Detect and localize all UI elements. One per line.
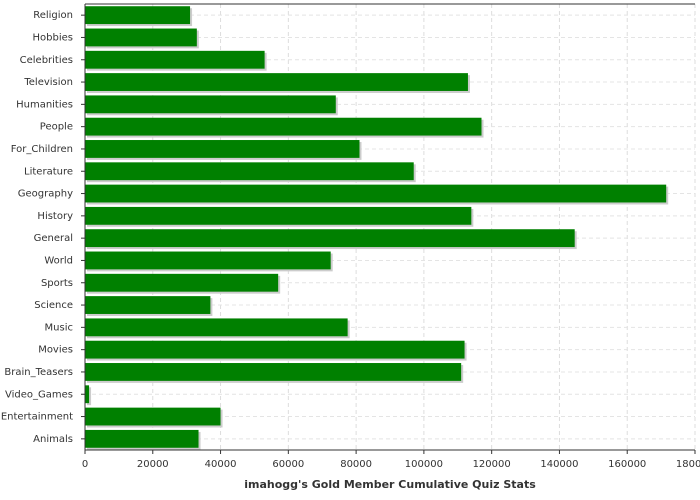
bar	[85, 363, 462, 381]
bar	[85, 117, 482, 136]
x-tick-label: 40000	[205, 459, 237, 470]
y-tick-label: Animals	[33, 434, 73, 445]
x-tick-label: 0	[82, 459, 88, 470]
bar	[85, 50, 265, 69]
chart-title: imahogg's Gold Member Cumulative Quiz St…	[244, 478, 536, 491]
y-tick-label: People	[40, 122, 73, 133]
x-tick-label: 100000	[405, 459, 443, 470]
y-tick-label: Television	[23, 77, 73, 88]
y-tick-label: Religion	[33, 10, 73, 21]
bar	[85, 318, 348, 337]
bar	[85, 273, 279, 292]
y-tick-label: Literature	[24, 166, 73, 177]
bar	[85, 162, 414, 181]
y-tick-label: History	[37, 211, 73, 222]
bar	[85, 385, 90, 404]
x-tick-label: 20000	[137, 459, 169, 470]
y-tick-label: World	[44, 255, 73, 266]
x-tick-label: 140000	[540, 459, 578, 470]
y-tick-label: Science	[34, 300, 73, 311]
y-tick-label: Video_Games	[5, 389, 73, 400]
y-tick-label: Brain_Teasers	[4, 367, 73, 378]
y-tick-label: Hobbies	[33, 32, 73, 43]
bar	[85, 140, 360, 158]
bar	[85, 206, 472, 225]
bar	[85, 28, 197, 47]
y-tick-label: Celebrities	[20, 55, 73, 66]
x-tick-label: 160000	[608, 459, 646, 470]
bar	[85, 407, 221, 426]
bar	[85, 184, 667, 203]
x-tick-label: 80000	[340, 459, 372, 470]
y-tick-label: Sports	[41, 278, 73, 289]
bar	[85, 296, 211, 314]
bar	[85, 429, 199, 448]
bar	[85, 95, 336, 114]
bar	[85, 6, 191, 25]
bar	[85, 251, 331, 270]
plot-area	[85, 4, 695, 450]
x-tick-label: 60000	[272, 459, 304, 470]
bar	[85, 73, 468, 91]
x-tick-label: 120000	[473, 459, 511, 470]
y-tick-label: Geography	[18, 189, 73, 200]
y-tick-label: Humanities	[16, 99, 73, 110]
bar	[85, 229, 575, 248]
y-tick-label: Music	[45, 322, 73, 333]
bar	[85, 340, 465, 359]
y-tick-label: Movies	[38, 345, 73, 356]
y-tick-label: For_Children	[11, 144, 73, 155]
y-tick-label: Entertainment	[1, 412, 73, 423]
y-tick-label: General	[34, 233, 73, 244]
x-tick-label: 180000	[676, 459, 700, 470]
